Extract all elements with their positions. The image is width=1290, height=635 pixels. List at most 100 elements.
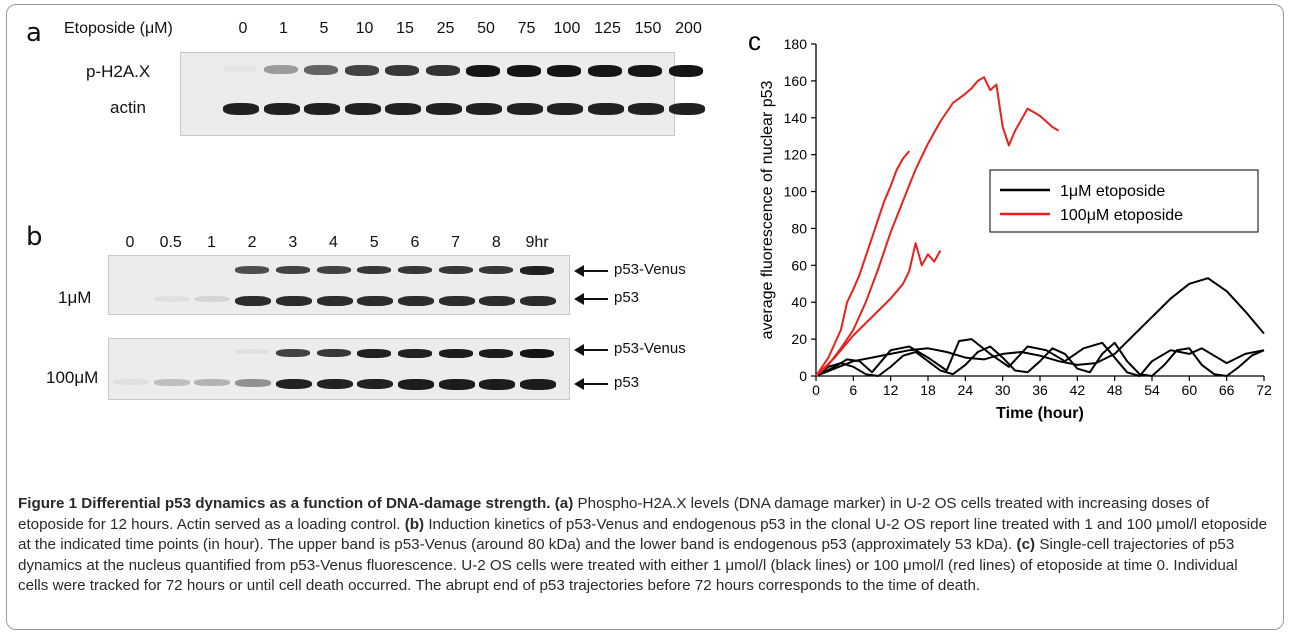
y-tick-label: 100 xyxy=(784,184,808,200)
figure-frame xyxy=(6,4,1284,630)
series-line xyxy=(815,277,1265,377)
band-p53 xyxy=(438,296,475,307)
caption-b-label: (b) xyxy=(404,515,425,533)
band-ph2ax xyxy=(344,65,379,76)
band-p53-venus xyxy=(153,266,188,271)
timepoint-label: 0 xyxy=(125,234,135,251)
timepoint-label: 1 xyxy=(206,234,216,251)
y-tick-label: 60 xyxy=(791,257,807,273)
dose-label: 1 xyxy=(279,20,288,37)
dose-label: 10 xyxy=(355,20,374,37)
caption-b-text: Induction kinetics of p53-Venus and endo… xyxy=(18,515,1268,554)
row-label-actin: actin xyxy=(110,98,146,117)
band-ph2ax xyxy=(506,65,541,77)
band-p53-venus xyxy=(479,349,514,358)
band-ph2ax xyxy=(425,65,460,77)
band-actin xyxy=(587,103,624,115)
treatment-label: Etoposide (μM) xyxy=(64,20,173,37)
band-arrow-label: p53 xyxy=(614,289,640,306)
timepoint-label: 5 xyxy=(369,234,379,251)
band-actin xyxy=(466,103,502,115)
figure-caption: Figure 1 Differential p53 dynamics as a … xyxy=(18,494,1270,597)
band-ph2ax xyxy=(628,65,662,77)
band-p53-venus xyxy=(113,349,147,354)
x-tick-label: 18 xyxy=(920,382,936,398)
band-p53-venus xyxy=(113,266,147,271)
y-tick-label: 160 xyxy=(784,73,808,89)
dose-label: 5 xyxy=(319,20,329,37)
band-p53 xyxy=(438,379,475,390)
band-p53 xyxy=(357,379,394,390)
band-p53-venus xyxy=(153,349,188,354)
legend-box xyxy=(989,169,1259,233)
band-p53-venus xyxy=(357,266,392,275)
band-ph2ax xyxy=(547,65,581,77)
dose-label: 15 xyxy=(396,20,414,37)
y-tick-label: 0 xyxy=(799,368,807,384)
band-p53 xyxy=(316,379,353,390)
series-line xyxy=(815,341,1265,377)
band-p53-venus xyxy=(438,349,473,358)
band-actin xyxy=(628,103,664,115)
band-arrow-label: p53 xyxy=(614,374,640,391)
band-p53-venus xyxy=(275,266,310,274)
band-actin xyxy=(425,103,462,115)
band-p53 xyxy=(113,379,149,385)
arrowhead-icon xyxy=(574,378,584,390)
band-ph2ax xyxy=(587,65,622,77)
dose-label: 50 xyxy=(477,20,495,37)
group-label-1um: 1μM xyxy=(58,288,92,307)
x-tick-label: 60 xyxy=(1182,382,1198,398)
x-tick-label: 72 xyxy=(1256,382,1272,398)
band-actin xyxy=(668,103,705,115)
band-p53 xyxy=(397,296,434,307)
band-ph2ax xyxy=(263,65,298,74)
x-tick-label: 66 xyxy=(1219,382,1235,398)
band-p53 xyxy=(275,296,312,307)
y-axis-label: average fluorescence of nuclear p53 xyxy=(759,80,776,339)
band-ph2ax xyxy=(466,65,500,77)
band-p53 xyxy=(113,296,149,302)
dose-label: 200 xyxy=(675,20,702,37)
band-p53 xyxy=(153,296,190,302)
x-tick-label: 6 xyxy=(849,382,857,398)
band-p53-venus xyxy=(194,349,229,354)
caption-c-label: (c) xyxy=(1016,536,1036,553)
arrowhead-icon xyxy=(574,265,584,277)
timepoint-label: 2 xyxy=(247,234,257,251)
band-p53-venus xyxy=(397,266,432,275)
y-tick-label: 20 xyxy=(791,331,807,347)
band-p53 xyxy=(397,379,434,390)
panel-c-label: c xyxy=(748,28,761,56)
band-p53-venus xyxy=(357,349,392,358)
dose-label: 100 xyxy=(553,20,581,37)
band-p53 xyxy=(235,296,272,307)
band-p53 xyxy=(479,379,516,390)
band-ph2ax xyxy=(668,65,703,77)
band-p53-venus xyxy=(275,349,310,357)
dose-label: 0 xyxy=(238,20,248,37)
band-actin xyxy=(223,103,259,115)
caption-c-text: Single-cell trajectories of p53 dynamics… xyxy=(18,536,1238,594)
dose-label: 150 xyxy=(634,20,662,37)
band-p53-venus xyxy=(520,266,554,275)
band-p53-venus xyxy=(479,266,514,275)
band-arrow xyxy=(578,270,608,272)
legend-label: 100μM etoposide xyxy=(1060,207,1183,224)
band-actin xyxy=(506,103,543,115)
band-p53 xyxy=(316,296,353,307)
group-label-100um: 100μM xyxy=(46,368,99,387)
timepoint-label: 9hr xyxy=(525,234,549,251)
blot-1um xyxy=(108,255,570,315)
band-p53-venus xyxy=(194,266,229,271)
band-p53-venus xyxy=(397,349,432,358)
band-ph2ax xyxy=(385,65,419,77)
legend-label: 1μM etoposide xyxy=(1060,183,1165,200)
x-tick-label: 0 xyxy=(812,382,820,398)
panel-c-chart: c 0 20 40 60 80 100 120 140 160 180 0 6 12 18 24 30 36 42 4… xyxy=(748,28,1272,422)
timepoint-label: 3 xyxy=(288,234,298,251)
band-p53-venus xyxy=(235,349,270,354)
y-tick-label: 180 xyxy=(784,36,808,52)
timepoint-label: 7 xyxy=(451,234,461,251)
timepoint-label: 8 xyxy=(491,234,501,251)
